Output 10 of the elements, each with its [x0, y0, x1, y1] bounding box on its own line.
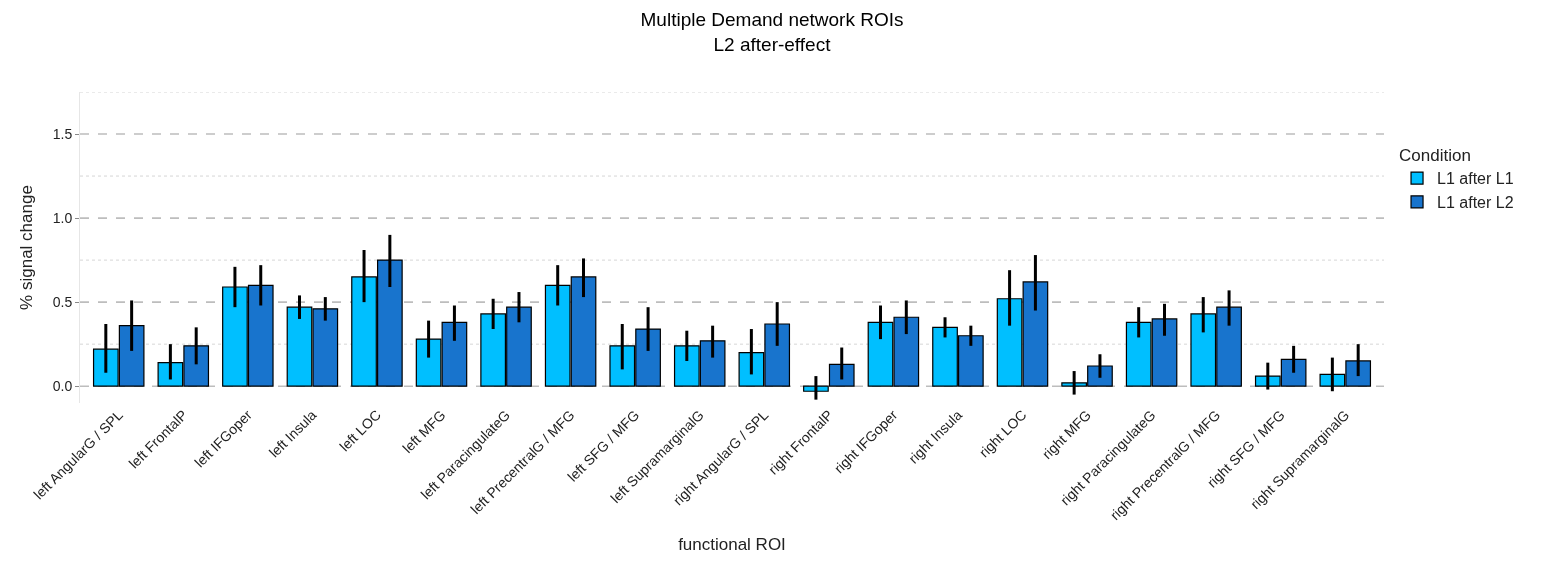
x-axis-title: functional ROI [678, 534, 786, 554]
y-tick-label: 0.5 [52, 294, 73, 311]
y-tick-label: 0.0 [52, 378, 73, 395]
legend-title: Condition [1399, 146, 1471, 166]
chart-title: Multiple Demand network ROIs L2 after-effect [640, 9, 904, 55]
y-tick-label: 1.5 [52, 125, 73, 142]
legend-label: L1 after L1 [1437, 170, 1514, 188]
y-tick-label: 1.0 [52, 209, 73, 226]
y-axis-title: % signal change [17, 185, 37, 310]
legend-label: L1 after L2 [1437, 194, 1514, 212]
